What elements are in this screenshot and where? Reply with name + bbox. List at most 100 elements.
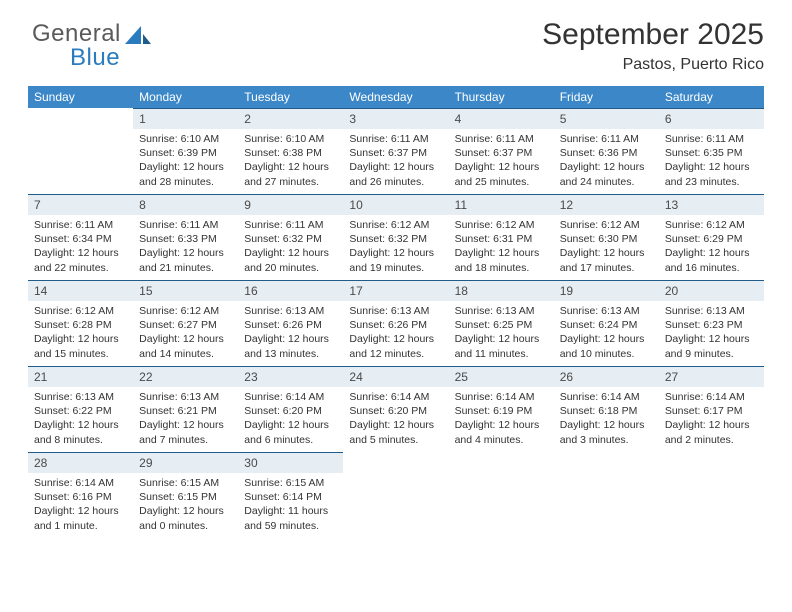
- sunset-line: Sunset: 6:25 PM: [455, 318, 548, 332]
- sunrise-line: Sunrise: 6:14 AM: [349, 390, 442, 404]
- daylight-line: Daylight: 12 hours and 11 minutes.: [455, 332, 548, 360]
- calendar-cell: 25Sunrise: 6:14 AMSunset: 6:19 PMDayligh…: [449, 366, 554, 452]
- sunrise-line: Sunrise: 6:11 AM: [455, 132, 548, 146]
- daylight-line: Daylight: 12 hours and 4 minutes.: [455, 418, 548, 446]
- day-wrap: 11Sunrise: 6:12 AMSunset: 6:31 PMDayligh…: [449, 194, 554, 280]
- day-wrap: 12Sunrise: 6:12 AMSunset: 6:30 PMDayligh…: [554, 194, 659, 280]
- day-number: 9: [238, 194, 343, 215]
- sunset-line: Sunset: 6:21 PM: [139, 404, 232, 418]
- day-details: Sunrise: 6:10 AMSunset: 6:38 PMDaylight:…: [238, 129, 343, 193]
- calendar-cell: 10Sunrise: 6:12 AMSunset: 6:32 PMDayligh…: [343, 194, 448, 280]
- day-number: 7: [28, 194, 133, 215]
- logo-word-1: General: [32, 20, 121, 47]
- sunset-line: Sunset: 6:33 PM: [139, 232, 232, 246]
- day-details: Sunrise: 6:11 AMSunset: 6:36 PMDaylight:…: [554, 129, 659, 193]
- day-wrap: 8Sunrise: 6:11 AMSunset: 6:33 PMDaylight…: [133, 194, 238, 280]
- sunset-line: Sunset: 6:32 PM: [244, 232, 337, 246]
- sunrise-line: Sunrise: 6:14 AM: [455, 390, 548, 404]
- sunset-line: Sunset: 6:17 PM: [665, 404, 758, 418]
- sunset-line: Sunset: 6:14 PM: [244, 490, 337, 504]
- daylight-line: Daylight: 12 hours and 8 minutes.: [34, 418, 127, 446]
- daylight-line: Daylight: 12 hours and 18 minutes.: [455, 246, 548, 274]
- calendar-cell: 29Sunrise: 6:15 AMSunset: 6:15 PMDayligh…: [133, 452, 238, 538]
- day-number: 22: [133, 366, 238, 387]
- day-details: Sunrise: 6:15 AMSunset: 6:14 PMDaylight:…: [238, 473, 343, 537]
- calendar-cell: 22Sunrise: 6:13 AMSunset: 6:21 PMDayligh…: [133, 366, 238, 452]
- sunset-line: Sunset: 6:36 PM: [560, 146, 653, 160]
- sunrise-line: Sunrise: 6:15 AM: [139, 476, 232, 490]
- day-details: Sunrise: 6:10 AMSunset: 6:39 PMDaylight:…: [133, 129, 238, 193]
- day-details: Sunrise: 6:13 AMSunset: 6:25 PMDaylight:…: [449, 301, 554, 365]
- calendar-cell: 6Sunrise: 6:11 AMSunset: 6:35 PMDaylight…: [659, 108, 764, 194]
- daylight-line: Daylight: 12 hours and 3 minutes.: [560, 418, 653, 446]
- calendar-cell: 24Sunrise: 6:14 AMSunset: 6:20 PMDayligh…: [343, 366, 448, 452]
- daylight-line: Daylight: 12 hours and 20 minutes.: [244, 246, 337, 274]
- day-number: 13: [659, 194, 764, 215]
- calendar-cell: 14Sunrise: 6:12 AMSunset: 6:28 PMDayligh…: [28, 280, 133, 366]
- sunrise-line: Sunrise: 6:12 AM: [349, 218, 442, 232]
- calendar-cell: [449, 452, 554, 538]
- day-details: Sunrise: 6:12 AMSunset: 6:28 PMDaylight:…: [28, 301, 133, 365]
- day-wrap: 17Sunrise: 6:13 AMSunset: 6:26 PMDayligh…: [343, 280, 448, 366]
- day-details: Sunrise: 6:11 AMSunset: 6:32 PMDaylight:…: [238, 215, 343, 279]
- sunrise-line: Sunrise: 6:11 AM: [665, 132, 758, 146]
- daylight-line: Daylight: 12 hours and 22 minutes.: [34, 246, 127, 274]
- daylight-line: Daylight: 12 hours and 26 minutes.: [349, 160, 442, 188]
- day-wrap: 22Sunrise: 6:13 AMSunset: 6:21 PMDayligh…: [133, 366, 238, 452]
- sunrise-line: Sunrise: 6:11 AM: [349, 132, 442, 146]
- sunset-line: Sunset: 6:30 PM: [560, 232, 653, 246]
- calendar-cell: 2Sunrise: 6:10 AMSunset: 6:38 PMDaylight…: [238, 108, 343, 194]
- daylight-line: Daylight: 12 hours and 0 minutes.: [139, 504, 232, 532]
- sunrise-line: Sunrise: 6:13 AM: [455, 304, 548, 318]
- day-number: 25: [449, 366, 554, 387]
- daylight-line: Daylight: 12 hours and 2 minutes.: [665, 418, 758, 446]
- day-number: 4: [449, 108, 554, 129]
- sunrise-line: Sunrise: 6:12 AM: [34, 304, 127, 318]
- sunrise-line: Sunrise: 6:12 AM: [665, 218, 758, 232]
- day-number: 29: [133, 452, 238, 473]
- day-details: Sunrise: 6:11 AMSunset: 6:33 PMDaylight:…: [133, 215, 238, 279]
- calendar-cell: [343, 452, 448, 538]
- day-number: 12: [554, 194, 659, 215]
- day-details: Sunrise: 6:11 AMSunset: 6:37 PMDaylight:…: [449, 129, 554, 193]
- day-number: 20: [659, 280, 764, 301]
- day-wrap: 2Sunrise: 6:10 AMSunset: 6:38 PMDaylight…: [238, 108, 343, 194]
- day-number: 15: [133, 280, 238, 301]
- day-wrap: 4Sunrise: 6:11 AMSunset: 6:37 PMDaylight…: [449, 108, 554, 194]
- day-details: Sunrise: 6:13 AMSunset: 6:26 PMDaylight:…: [238, 301, 343, 365]
- sunset-line: Sunset: 6:18 PM: [560, 404, 653, 418]
- daylight-line: Daylight: 12 hours and 10 minutes.: [560, 332, 653, 360]
- day-wrap: 18Sunrise: 6:13 AMSunset: 6:25 PMDayligh…: [449, 280, 554, 366]
- day-details: Sunrise: 6:14 AMSunset: 6:19 PMDaylight:…: [449, 387, 554, 451]
- sunset-line: Sunset: 6:28 PM: [34, 318, 127, 332]
- day-details: Sunrise: 6:13 AMSunset: 6:22 PMDaylight:…: [28, 387, 133, 451]
- day-wrap: 20Sunrise: 6:13 AMSunset: 6:23 PMDayligh…: [659, 280, 764, 366]
- calendar-week-row: 14Sunrise: 6:12 AMSunset: 6:28 PMDayligh…: [28, 280, 764, 366]
- sunset-line: Sunset: 6:16 PM: [34, 490, 127, 504]
- sunrise-line: Sunrise: 6:14 AM: [665, 390, 758, 404]
- day-wrap: 26Sunrise: 6:14 AMSunset: 6:18 PMDayligh…: [554, 366, 659, 452]
- sunrise-line: Sunrise: 6:13 AM: [665, 304, 758, 318]
- sunset-line: Sunset: 6:20 PM: [349, 404, 442, 418]
- calendar-cell: 19Sunrise: 6:13 AMSunset: 6:24 PMDayligh…: [554, 280, 659, 366]
- day-wrap: 3Sunrise: 6:11 AMSunset: 6:37 PMDaylight…: [343, 108, 448, 194]
- daylight-line: Daylight: 12 hours and 7 minutes.: [139, 418, 232, 446]
- day-number: 30: [238, 452, 343, 473]
- calendar-page: General Blue September 2025 Pastos, Puer…: [0, 0, 792, 612]
- sunset-line: Sunset: 6:37 PM: [455, 146, 548, 160]
- day-number: 18: [449, 280, 554, 301]
- sunset-line: Sunset: 6:34 PM: [34, 232, 127, 246]
- day-wrap: 15Sunrise: 6:12 AMSunset: 6:27 PMDayligh…: [133, 280, 238, 366]
- daylight-line: Daylight: 12 hours and 28 minutes.: [139, 160, 232, 188]
- calendar-body: 1Sunrise: 6:10 AMSunset: 6:39 PMDaylight…: [28, 108, 764, 538]
- day-wrap: 6Sunrise: 6:11 AMSunset: 6:35 PMDaylight…: [659, 108, 764, 194]
- day-wrap: 7Sunrise: 6:11 AMSunset: 6:34 PMDaylight…: [28, 194, 133, 280]
- day-details: Sunrise: 6:14 AMSunset: 6:16 PMDaylight:…: [28, 473, 133, 537]
- day-wrap: 10Sunrise: 6:12 AMSunset: 6:32 PMDayligh…: [343, 194, 448, 280]
- calendar-week-row: 21Sunrise: 6:13 AMSunset: 6:22 PMDayligh…: [28, 366, 764, 452]
- daylight-line: Daylight: 12 hours and 27 minutes.: [244, 160, 337, 188]
- calendar-cell: 12Sunrise: 6:12 AMSunset: 6:30 PMDayligh…: [554, 194, 659, 280]
- sunset-line: Sunset: 6:20 PM: [244, 404, 337, 418]
- calendar-cell: [554, 452, 659, 538]
- day-wrap: 5Sunrise: 6:11 AMSunset: 6:36 PMDaylight…: [554, 108, 659, 194]
